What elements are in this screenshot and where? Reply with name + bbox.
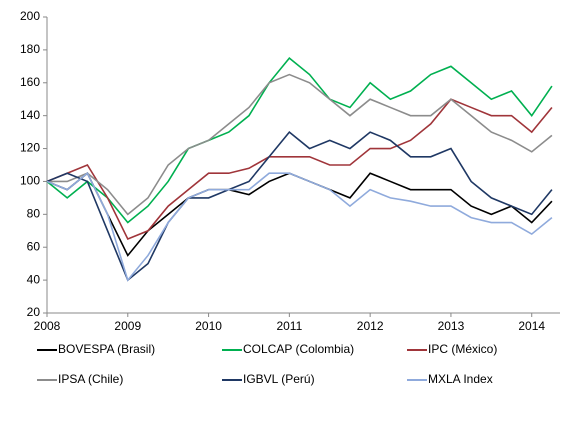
legend-label: MXLA Index bbox=[428, 372, 493, 386]
series-line bbox=[46, 98, 553, 241]
y-tick-label: 140 bbox=[20, 108, 40, 122]
x-tick-label: 2012 bbox=[357, 319, 384, 333]
y-tick-label: 20 bbox=[27, 305, 41, 319]
y-tick-label: 40 bbox=[27, 272, 41, 286]
y-tick-label: 160 bbox=[20, 75, 40, 89]
y-tick-label: 180 bbox=[20, 42, 40, 56]
legend-label: IGBVL (Perú) bbox=[243, 372, 315, 386]
legend-label: IPC (México) bbox=[428, 342, 497, 356]
y-tick-label: 200 bbox=[20, 9, 40, 23]
y-tick-label: 100 bbox=[20, 174, 40, 188]
legend-label: BOVESPA (Brasil) bbox=[58, 342, 155, 356]
x-tick-label: 2011 bbox=[276, 319, 302, 333]
legend-label: IPSA (Chile) bbox=[58, 372, 123, 386]
series-line bbox=[46, 130, 553, 282]
x-tick-label: 2013 bbox=[438, 319, 465, 333]
y-tick-label: 120 bbox=[20, 141, 40, 155]
x-tick-label: 2014 bbox=[518, 319, 545, 333]
x-tick-label: 2008 bbox=[34, 319, 61, 333]
y-tick-label: 80 bbox=[27, 207, 41, 221]
x-tick-label: 2010 bbox=[195, 319, 222, 333]
y-tick-label: 60 bbox=[27, 239, 41, 253]
series-line bbox=[46, 171, 553, 282]
x-tick-label: 2009 bbox=[114, 319, 141, 333]
series-line bbox=[46, 56, 553, 224]
series-line bbox=[47, 73, 553, 216]
legend-label: COLCAP (Colombia) bbox=[243, 342, 354, 356]
